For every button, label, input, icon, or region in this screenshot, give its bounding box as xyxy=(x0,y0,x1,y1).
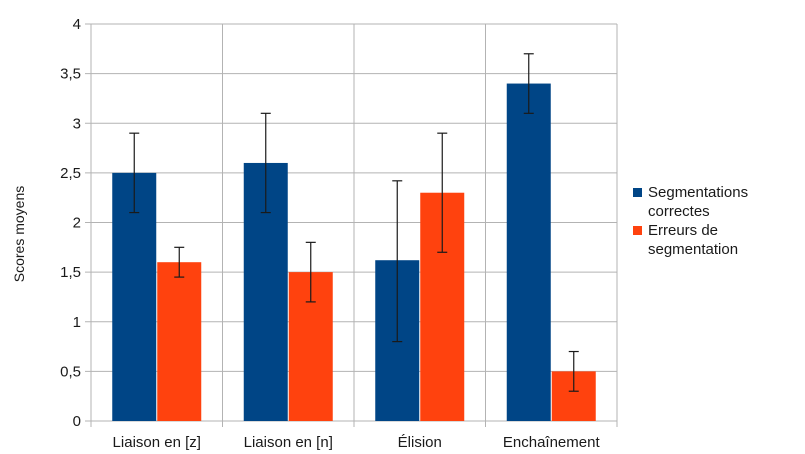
y-tick-label: 0,5 xyxy=(60,363,81,380)
y-tick-label: 2 xyxy=(73,215,81,232)
bar xyxy=(112,172,157,421)
legend-item: Segmentations correctes xyxy=(633,184,748,220)
legend-label: Segmentations xyxy=(648,184,748,201)
x-tick-label: Liaison en [n] xyxy=(244,434,333,451)
y-tick-label: 1,5 xyxy=(60,264,81,281)
legend-swatch xyxy=(633,188,642,197)
x-tick-label: Enchaînement xyxy=(503,434,601,451)
legend: Segmentations correctes Erreurs de segmenta… xyxy=(633,184,748,258)
error-bars xyxy=(129,53,579,392)
y-axis-title: Scores moyens xyxy=(11,186,27,282)
gridlines xyxy=(90,23,618,427)
y-tick-label: 4 xyxy=(73,16,81,33)
legend-label: Erreurs de xyxy=(648,222,718,239)
legend-label: segmentation xyxy=(648,241,738,258)
axes: 0 0,5 1 1,5 2 2,5 3 3,5 4 Liaison en [z] Liaison e… xyxy=(60,16,600,451)
x-tick-label: Liaison en [z] xyxy=(113,434,201,451)
y-tick-label: 3 xyxy=(73,115,81,132)
legend-item: Erreurs de segmentation xyxy=(633,222,738,258)
bar xyxy=(506,83,551,422)
legend-label: correctes xyxy=(648,203,710,220)
y-tick-label: 2,5 xyxy=(60,165,81,182)
x-tick-label: Élision xyxy=(398,434,442,451)
legend-swatch xyxy=(633,226,642,235)
y-tick-label: 3,5 xyxy=(60,66,81,83)
y-tick-label: 1 xyxy=(73,314,81,331)
y-tick-label: 0 xyxy=(73,413,81,430)
bar xyxy=(157,262,202,421)
